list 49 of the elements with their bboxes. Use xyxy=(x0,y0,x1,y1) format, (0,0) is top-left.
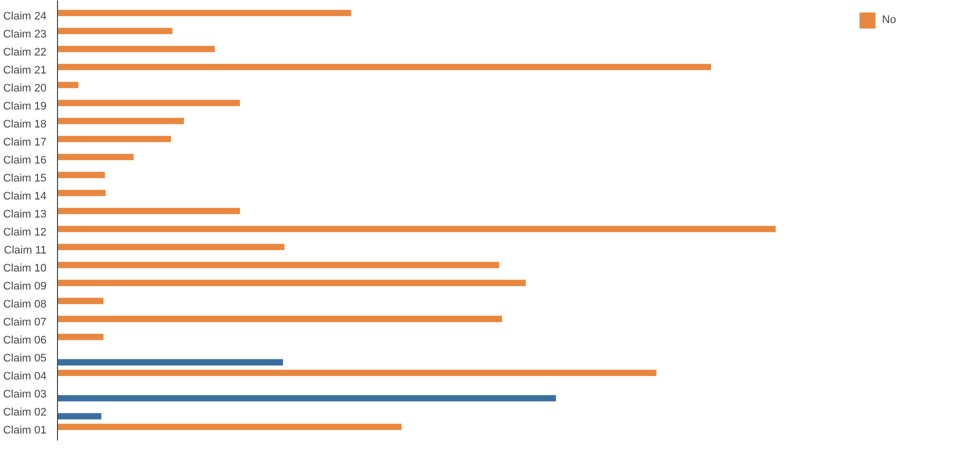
y-tick-label: Claim 09 xyxy=(3,280,46,293)
y-tick-label: Claim 08 xyxy=(3,298,46,311)
bar xyxy=(58,82,78,88)
y-tick-label: Claim 04 xyxy=(3,370,46,383)
legend-label: No xyxy=(882,14,898,26)
y-tick-label: Claim 15 xyxy=(3,172,46,185)
y-tick-label: Claim 16 xyxy=(3,154,46,167)
bar xyxy=(58,208,240,214)
bar xyxy=(58,172,105,178)
bar xyxy=(58,298,104,304)
bar xyxy=(58,136,171,142)
y-tick-label: Claim 24 xyxy=(3,10,46,23)
bar xyxy=(58,262,500,268)
y-tick-label: Claim 07 xyxy=(3,316,46,329)
y-tick-label: Claim 20 xyxy=(3,82,46,95)
y-tick-label: Claim 10 xyxy=(3,262,46,275)
y-tick-label: Claim 05 xyxy=(3,352,46,365)
y-tick-label: Claim 01 xyxy=(3,424,46,437)
y-tick-label: Claim 19 xyxy=(3,100,46,113)
y-tick-label: Claim 23 xyxy=(3,28,46,41)
bar xyxy=(58,64,712,70)
bar xyxy=(58,118,184,124)
bar xyxy=(58,316,502,322)
bar xyxy=(58,370,656,376)
y-tick-label: Claim 21 xyxy=(3,64,46,77)
y-tick-label: Claim 02 xyxy=(3,406,46,419)
bar xyxy=(58,154,134,160)
bar xyxy=(58,226,776,232)
y-tick-label: Claim 22 xyxy=(3,46,46,59)
y-tick-label: Claim 11 xyxy=(4,244,47,257)
y-tick-label: Claim 14 xyxy=(3,190,46,203)
y-tick-label: Claim 06 xyxy=(3,334,46,347)
y-tick-label: Claim 03 xyxy=(3,388,46,401)
y-tick-label: Claim 13 xyxy=(3,208,46,221)
bar xyxy=(58,395,556,402)
bar xyxy=(58,413,102,420)
bar xyxy=(58,334,104,340)
bar xyxy=(58,359,284,366)
bar xyxy=(58,280,526,286)
y-tick-label: Claim 17 xyxy=(3,136,46,149)
bar xyxy=(58,100,240,106)
y-tick-label: Claim 12 xyxy=(3,226,46,239)
bar xyxy=(58,46,215,52)
bar xyxy=(58,10,352,16)
y-tick-label: Claim 18 xyxy=(3,118,46,131)
bar xyxy=(58,28,172,34)
bar xyxy=(58,244,284,250)
bar xyxy=(58,190,106,196)
bar xyxy=(58,424,402,430)
